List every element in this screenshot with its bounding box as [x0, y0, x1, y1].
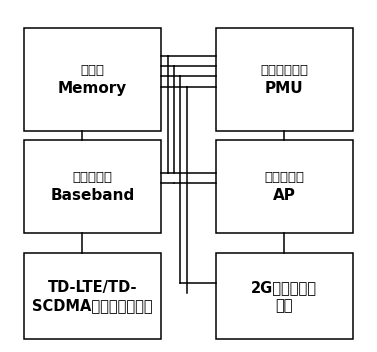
Text: 存储器: 存储器 [81, 64, 105, 77]
Text: 发器: 发器 [276, 298, 293, 313]
Bar [25, 140, 161, 233]
Text: AP: AP [273, 188, 296, 203]
Bar [216, 28, 352, 131]
Text: 应用处理器: 应用处理器 [264, 171, 304, 184]
Text: 电源管理模块: 电源管理模块 [261, 64, 308, 77]
Text: Baseband: Baseband [51, 188, 135, 203]
Text: 基带处理器: 基带处理器 [73, 171, 113, 184]
Text: 2G射频前端收: 2G射频前端收 [251, 280, 317, 295]
Bar [216, 253, 352, 339]
Bar [25, 253, 161, 339]
Text: TD-LTE/TD-: TD-LTE/TD- [48, 280, 137, 295]
Bar [25, 28, 161, 131]
Bar [216, 140, 352, 233]
Text: PMU: PMU [265, 81, 303, 96]
Text: Memory: Memory [58, 81, 127, 96]
Text: SCDMA射频前端收发器: SCDMA射频前端收发器 [32, 298, 153, 313]
